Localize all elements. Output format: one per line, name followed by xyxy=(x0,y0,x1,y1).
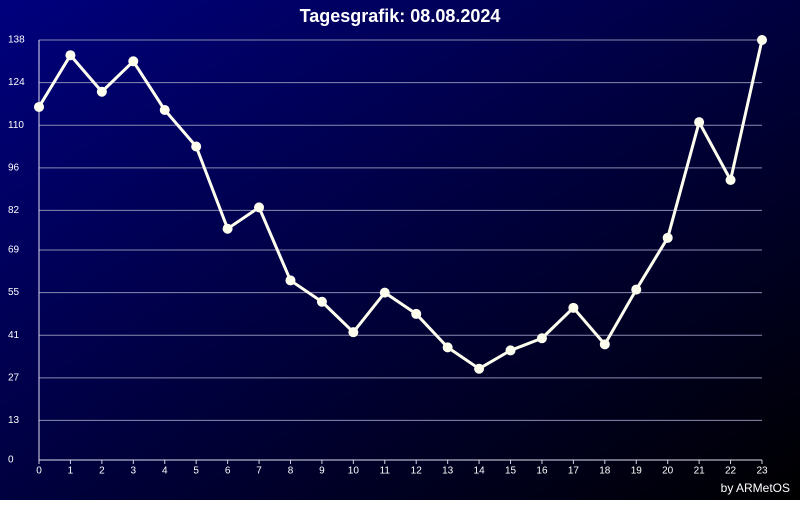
x-tick-label: 21 xyxy=(694,466,706,477)
x-tick-label: 12 xyxy=(411,466,423,477)
x-tick-label: 18 xyxy=(599,466,611,477)
x-tick-label: 6 xyxy=(225,466,231,477)
data-point xyxy=(191,141,202,152)
x-tick-label: 16 xyxy=(536,466,548,477)
x-tick-label: 8 xyxy=(288,466,294,477)
data-point xyxy=(34,101,44,112)
x-tick-label: 23 xyxy=(756,466,768,477)
x-tick-label: 17 xyxy=(568,466,580,477)
x-tick-label: 14 xyxy=(474,466,486,477)
x-tick-label: 10 xyxy=(348,466,360,477)
x-tick-label: 3 xyxy=(131,466,137,477)
data-point xyxy=(348,327,359,338)
x-tick-label: 5 xyxy=(193,466,199,477)
x-tick-label: 13 xyxy=(442,466,454,477)
data-point xyxy=(128,56,139,67)
x-tick-label: 0 xyxy=(36,466,42,477)
chart-title: Tagesgrafik: 08.08.2024 xyxy=(300,6,501,26)
x-tick-label: 11 xyxy=(380,466,391,477)
x-tick-label: 7 xyxy=(256,466,262,477)
data-point xyxy=(65,50,76,61)
data-point xyxy=(96,86,107,97)
data-point xyxy=(599,339,610,350)
x-tick-label: 22 xyxy=(725,466,737,477)
y-tick-label: 110 xyxy=(8,120,24,131)
data-point xyxy=(222,223,233,234)
data-point xyxy=(316,296,327,307)
y-tick-label: 13 xyxy=(8,415,20,426)
y-tick-label: 41 xyxy=(8,330,20,341)
y-tick-label: 138 xyxy=(8,35,25,46)
y-tick-label: 0 xyxy=(8,455,14,466)
data-point xyxy=(442,342,453,353)
y-tick-label: 124 xyxy=(8,77,25,88)
x-tick-label: 9 xyxy=(319,466,325,477)
data-point xyxy=(159,105,170,115)
y-tick-label: 27 xyxy=(8,372,20,383)
data-point xyxy=(568,302,579,313)
data-point xyxy=(662,232,673,243)
x-tick-label: 15 xyxy=(505,466,517,477)
y-tick-label: 55 xyxy=(8,287,20,298)
data-point xyxy=(379,287,390,298)
data-point xyxy=(631,284,642,295)
data-point xyxy=(536,333,547,344)
data-point xyxy=(694,117,705,128)
x-tick-label: 2 xyxy=(99,466,105,477)
y-tick-label: 96 xyxy=(8,162,20,173)
data-point xyxy=(505,345,516,356)
data-point xyxy=(757,35,767,45)
y-tick-label: 69 xyxy=(8,245,20,256)
data-point xyxy=(411,308,422,319)
data-line xyxy=(37,39,764,371)
credit: by ARMetOS xyxy=(721,481,790,495)
x-tick-label: 19 xyxy=(631,466,643,477)
data-point xyxy=(725,175,736,185)
y-tick-label: 82 xyxy=(8,205,20,216)
x-tick-label: 4 xyxy=(162,466,168,477)
x-tick-label: 1 xyxy=(68,466,74,477)
x-tick-label: 20 xyxy=(662,466,674,477)
data-point xyxy=(285,275,296,286)
data-point xyxy=(474,363,485,374)
data-point xyxy=(254,202,265,213)
